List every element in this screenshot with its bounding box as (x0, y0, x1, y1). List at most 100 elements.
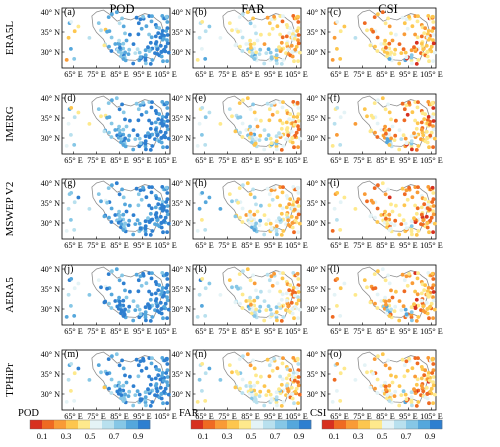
station-dot (289, 129, 294, 134)
station-dot (383, 42, 388, 47)
station-dot (338, 314, 343, 318)
lon-tick-label: 65° E (330, 327, 349, 336)
station-dot (383, 278, 388, 283)
station-dot (390, 38, 395, 43)
station-dot (393, 304, 398, 309)
station-dot (236, 29, 241, 34)
station-dot (409, 400, 414, 405)
station-dot (295, 14, 300, 19)
station-dot (404, 103, 409, 108)
station-dot (69, 47, 73, 51)
station-dot (394, 203, 398, 208)
station-dot (155, 389, 160, 394)
station-dot (409, 310, 414, 314)
station-dot (244, 213, 249, 217)
station-dot (241, 354, 245, 359)
station-dot (353, 207, 358, 211)
lon-tick-label: 65° E (195, 70, 214, 79)
lat-tick-label: 30° N (172, 390, 192, 399)
station-dot (149, 19, 154, 24)
station-dot (296, 124, 300, 129)
panel-label: (a) (64, 7, 75, 18)
station-dot (163, 215, 168, 220)
station-dot (127, 32, 132, 37)
row-label-0: ERA5L (4, 21, 16, 56)
station-dot (203, 115, 208, 120)
station-dot (76, 281, 81, 286)
panel-label: (e) (195, 93, 206, 104)
station-dot (428, 389, 433, 394)
station-dot (127, 133, 132, 138)
station-dot (153, 41, 158, 46)
station-dot (410, 24, 415, 29)
station-dot (143, 390, 148, 395)
lon-tick-label: 85° E (376, 327, 395, 336)
station-dot (290, 140, 295, 145)
station-dot (426, 29, 431, 33)
station-dot (280, 292, 285, 297)
station-dot (414, 404, 419, 408)
station-dot (147, 374, 152, 379)
station-dot (278, 185, 283, 190)
lon-tick-label: 65° E (64, 412, 83, 421)
colorbar-tick-label: 0.1 (198, 431, 209, 441)
station-dot (386, 16, 390, 21)
station-dot (338, 286, 343, 291)
station-dot (426, 289, 430, 293)
station-dot (274, 58, 279, 63)
station-dot (427, 401, 431, 406)
station-dot (296, 380, 300, 385)
station-dot (297, 307, 302, 312)
station-dot (259, 289, 263, 294)
station-dot (123, 288, 127, 293)
lat-tick-label: 35° N (307, 114, 327, 123)
station-dot (119, 396, 123, 401)
station-dot (278, 100, 283, 104)
station-dot (262, 128, 267, 133)
station-dot (257, 309, 262, 313)
station-dot (296, 298, 301, 303)
station-dot (274, 310, 279, 314)
station-dot (99, 199, 103, 204)
station-dot (401, 389, 406, 394)
station-dot (240, 206, 245, 211)
station-dot (403, 392, 408, 397)
station-dot (64, 400, 69, 404)
station-dot (291, 100, 296, 104)
station-dot (275, 24, 280, 29)
station-dot (157, 283, 162, 288)
station-dot (127, 47, 132, 52)
station-dot (387, 314, 392, 318)
station-dot (407, 14, 411, 19)
station-dot (237, 272, 242, 276)
station-dot (296, 212, 301, 217)
station-dot (393, 47, 398, 52)
colorbar-title: POD (18, 408, 39, 419)
station-dot (135, 304, 140, 309)
station-dot (240, 391, 245, 395)
lat-tick-label: 30° N (41, 305, 61, 314)
station-dot (119, 222, 124, 226)
station-dot (69, 362, 74, 366)
station-dot (399, 393, 404, 397)
station-dot (383, 128, 388, 133)
panel-i: (i) 30° N 35° N 40° N 65° E 75° E 85° E 95° E 10… (307, 178, 443, 250)
station-dot (252, 57, 257, 61)
colorbar-far: FAR 0.1 0.3 0.5 0.7 0.9 (179, 408, 312, 441)
station-dot (257, 52, 262, 56)
station-dot (380, 96, 385, 101)
lat-tick-label: 40° N (172, 94, 192, 103)
station-dot (338, 228, 343, 232)
row-label-4: TPHiPr (4, 363, 16, 397)
colorbar-tick-label: 0.1 (37, 431, 48, 441)
station-dot (414, 382, 419, 387)
station-dot (413, 374, 417, 379)
lat-tick-label: 30° N (307, 390, 327, 399)
station-dot (389, 373, 393, 378)
station-dot (113, 128, 118, 132)
station-dot (335, 191, 340, 195)
lon-tick-label: 95° E (133, 241, 152, 250)
station-dot (195, 58, 200, 62)
colorbar-swatch (358, 420, 371, 429)
station-dot (390, 124, 395, 129)
